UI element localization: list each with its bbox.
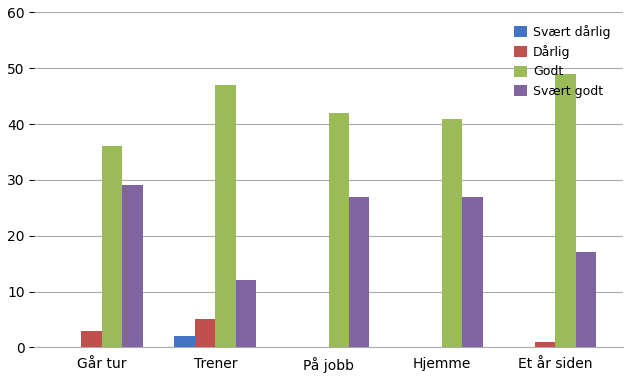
Bar <box>535 342 556 347</box>
Bar <box>462 197 483 347</box>
Legend: Svært dårlig, Dårlig, Godt, Svært godt: Svært dårlig, Dårlig, Godt, Svært godt <box>508 19 617 104</box>
Bar <box>122 185 143 347</box>
Bar <box>236 280 256 347</box>
Bar <box>329 113 349 347</box>
Bar <box>576 252 596 347</box>
Bar <box>215 85 236 347</box>
Bar <box>102 146 122 347</box>
Bar <box>556 74 576 347</box>
Bar <box>442 119 462 347</box>
Bar <box>81 331 102 347</box>
Bar <box>175 336 195 347</box>
Bar <box>195 320 215 347</box>
Bar <box>349 197 370 347</box>
